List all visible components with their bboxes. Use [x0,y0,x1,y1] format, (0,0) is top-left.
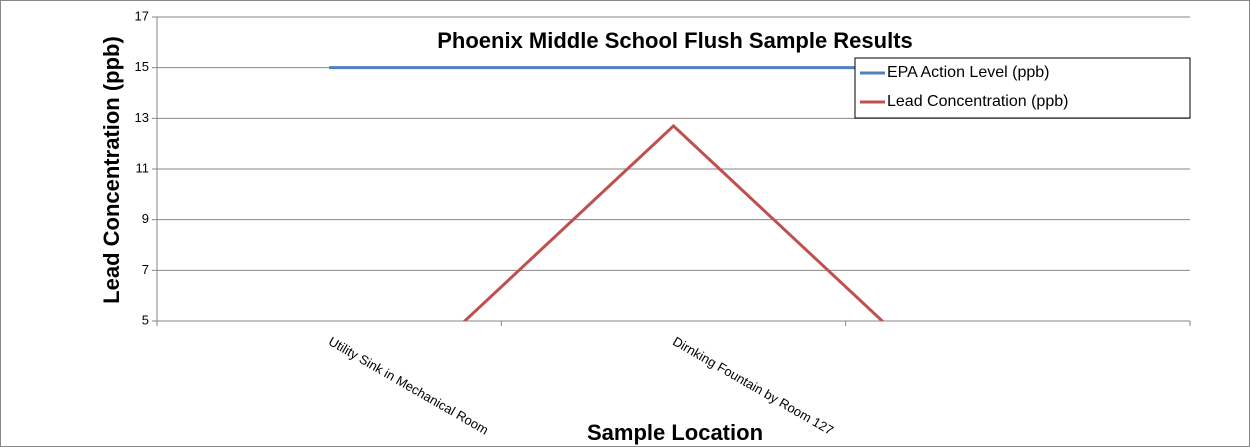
y-tick-label: 9 [142,211,149,226]
x-axis-label: Sample Location [587,420,763,445]
chart-title: Phoenix Middle School Flush Sample Resul… [437,28,913,53]
y-tick-label: 15 [135,59,149,74]
y-tick-label: 5 [142,312,149,327]
y-tick-label: 13 [135,110,149,125]
y-axis-label: Lead Concentration (ppb) [99,36,124,304]
y-tick-label: 11 [136,160,150,175]
legend-label: Lead Concentration (ppb) [887,93,1068,110]
y-tick-label: 7 [142,262,149,277]
line-series [462,123,885,321]
y-tick-label: 17 [135,8,149,23]
legend-label: EPA Action Level (ppb) [887,64,1049,81]
legend-box [854,57,1191,119]
